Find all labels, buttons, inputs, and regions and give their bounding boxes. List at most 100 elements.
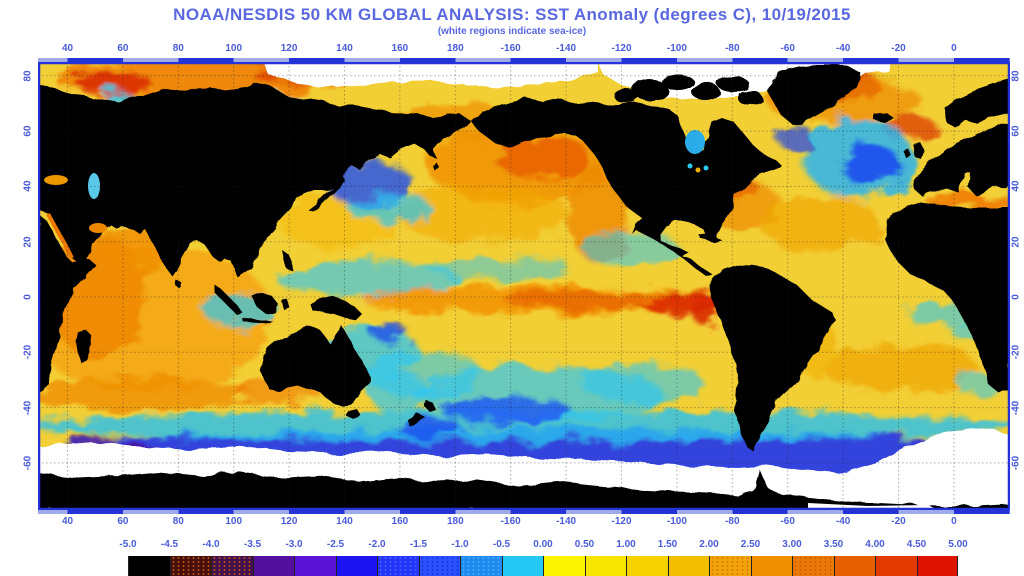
land-greenland [768,64,862,126]
anomaly-blob [908,302,972,326]
anomaly-blob [370,326,410,342]
anomaly-blob [276,261,460,297]
land-eurasia [38,82,470,278]
inland-seas [44,130,709,259]
lon-tick-label: -40 [835,43,851,54]
lon-tick-label: -80 [725,516,740,527]
colorbar-tick-label: -1.5 [409,539,428,550]
land-arctic-island [614,89,638,103]
map-frame [38,62,1010,510]
colorbar-segment [501,556,543,576]
anomaly-blob [840,144,900,184]
colorbar-segment [709,556,751,576]
black-sea [44,175,68,185]
colorbar-tick-label: -3.0 [285,539,303,550]
colorbar-tick-label: -5.0 [119,539,137,550]
world-sst-anomaly-map [38,62,1010,510]
lon-tick-label: -20 [891,516,906,527]
lat-tick-label: -60 [1010,455,1022,471]
land-layer [38,64,1010,510]
colorbar-segment [584,556,626,576]
lat-tick-label: 40 [22,180,34,192]
lon-tick-label: -20 [891,43,906,54]
colorbar-segment [418,556,460,576]
colorbar-tick-label: -4.5 [160,539,179,550]
lon-tick-label: 180 [446,43,464,54]
colorbar-tick-label: 0.50 [574,539,595,550]
colorbar-segment [294,556,336,576]
colorbar-tick-label: -1.0 [451,539,469,550]
land-sumatra [214,284,244,316]
colorbar-tick-label: 1.50 [657,539,678,550]
land-south-america [708,264,836,450]
lat-tick-label: 80 [22,70,34,82]
arctic-sea-ice [263,62,598,88]
land-iceland [874,112,894,122]
lon-tick-label: 140 [336,43,353,54]
anomaly-blob [822,344,978,392]
land-africa-west [884,202,1010,392]
land-arctic-island [717,76,749,92]
colorbar-tick-label: 0.00 [533,539,553,550]
lon-tick-label: 160 [391,516,409,527]
colorbar-segment [626,556,668,576]
lat-tick-label: 80 [1010,70,1022,82]
lon-tick-label: -60 [780,516,795,527]
lon-tick-label: -160 [500,43,521,54]
land-madagascar [76,328,92,364]
colorbar [128,556,958,576]
lon-tick-label: -60 [780,43,795,54]
lat-tick-label: 60 [22,125,34,137]
lat-tick-label: -40 [22,400,34,415]
lon-tick-label: 120 [280,43,298,54]
lon-tick-label: 60 [117,516,129,527]
lon-tick-label: 140 [336,516,353,527]
lon-tick-label: 100 [225,43,243,54]
anomaly-blob [778,125,814,151]
land-sri-lanka [175,280,181,288]
lat-tick-label: -60 [22,455,34,471]
caspian-sea [88,173,100,199]
lon-tick-label: 180 [446,516,464,527]
lon-tick-label: 160 [391,43,409,54]
page-subtitle: (white regions indicate sea-ice) [437,26,587,37]
great-lakes [695,167,701,173]
bottom-axis-line [38,510,1010,514]
lon-tick-label: -120 [611,43,632,54]
colorbar-segment [916,556,958,576]
graticule [38,62,1010,510]
land-arctic-island [632,80,668,100]
lon-tick-label: -120 [611,516,632,527]
lon-tick-label: 0 [951,43,957,54]
anomaly-blob [495,136,591,180]
colorbar-segment [211,556,253,576]
lon-tick-label: -80 [725,43,740,54]
lon-tick-label: -40 [835,516,851,527]
colorbar-tick-label: 3.00 [782,539,802,550]
lon-tick-label: 0 [951,516,957,527]
lon-tick-label: -140 [556,43,577,54]
colorbar-tick-label: -2.0 [368,539,386,550]
anomaly-blob [398,418,462,438]
colorbar-tick-label: -4.0 [202,539,220,550]
colorbar-segment [792,556,834,576]
land-borneo [252,292,278,312]
map-svg [38,62,1010,510]
colorbar-segment [667,556,709,576]
colorbar-segment [377,556,419,576]
colorbar-segment [335,556,377,576]
anomaly-blob [398,186,568,242]
lon-tick-label: 40 [61,516,74,527]
land-japan [308,176,346,212]
colorbar-segment [543,556,585,576]
lon-tick-label: 120 [280,516,298,527]
lat-tick-label: 20 [22,236,34,248]
lat-tick-label: -20 [1010,345,1022,360]
lon-tick-label: 60 [117,43,129,54]
land-arctic-island [662,74,694,90]
lat-tick-label: 20 [1010,236,1022,248]
land-sulawesi [282,300,290,310]
land-kamchatka-islands [433,162,440,172]
anomaly-blob [581,364,705,404]
